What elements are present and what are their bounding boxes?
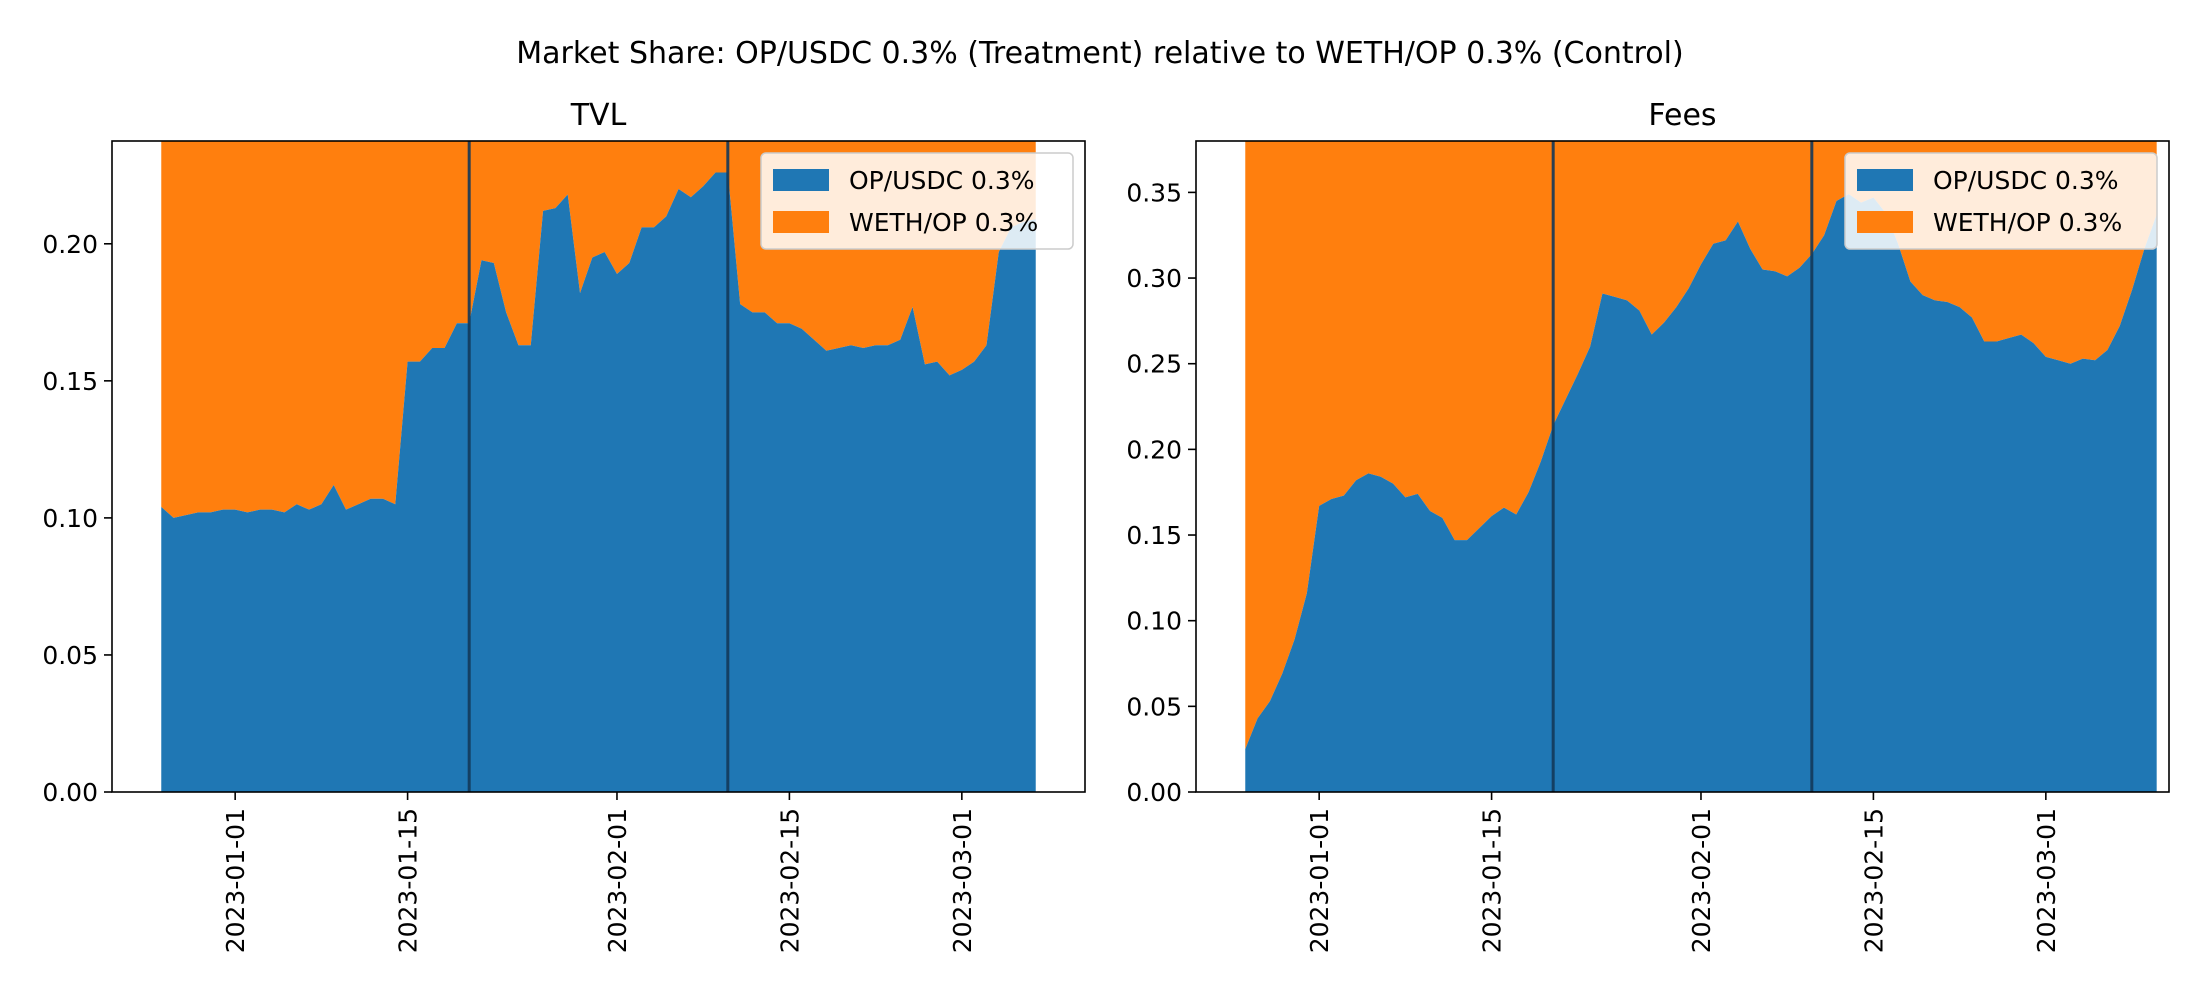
y-tick-label: 0.20 xyxy=(42,230,98,259)
x-tick-label: 2023-03-01 xyxy=(2032,808,2061,953)
legend-box xyxy=(760,152,1074,250)
y-tick-label: 0.35 xyxy=(1126,178,1182,207)
x-tick-label: 2023-01-01 xyxy=(221,808,250,953)
y-tick-label: 0.00 xyxy=(1126,778,1182,807)
op-usdc-area xyxy=(1245,194,2157,792)
legend-label: WETH/OP 0.3% xyxy=(849,208,1038,237)
figure-title: Market Share: OP/USDC 0.3% (Treatment) r… xyxy=(516,36,1683,71)
x-tick-label: 2023-02-01 xyxy=(603,808,632,953)
y-tick-label: 0.10 xyxy=(42,504,98,533)
y-tick-label: 0.15 xyxy=(1126,521,1182,550)
x-tick-label: 2023-01-15 xyxy=(394,808,423,953)
y-tick-label: 0.05 xyxy=(1126,692,1182,721)
panel-title: Fees xyxy=(1648,98,1716,133)
fees-panel: Fees 0.00 0.05 0.10 0.15 0.20 0.25 0.30 0.35 2023… xyxy=(1126,98,2170,953)
legend: OP/USDC 0.3% WETH/OP 0.3% xyxy=(1844,152,2158,250)
legend-box xyxy=(1844,152,2158,250)
y-tick-label: 0.05 xyxy=(42,641,98,670)
legend-label: WETH/OP 0.3% xyxy=(1933,208,2122,237)
legend-label: OP/USDC 0.3% xyxy=(1933,166,2119,195)
legend-swatch xyxy=(773,169,829,191)
x-tick-label: 2023-03-01 xyxy=(948,808,977,953)
op-usdc-area xyxy=(161,172,1036,793)
legend-swatch xyxy=(773,211,829,233)
legend-swatch xyxy=(1857,169,1913,191)
axes-frame xyxy=(1195,140,2170,793)
legend-label: OP/USDC 0.3% xyxy=(849,166,1035,195)
x-tick-label: 2023-01-01 xyxy=(1305,808,1334,953)
legend: OP/USDC 0.3% WETH/OP 0.3% xyxy=(760,152,1074,250)
y-tick-label: 0.00 xyxy=(42,778,98,807)
weth-op-area xyxy=(1245,141,2157,750)
y-tick-label: 0.15 xyxy=(42,367,98,396)
x-tick-label: 2023-01-15 xyxy=(1478,808,1507,953)
y-tick-label: 0.30 xyxy=(1126,264,1182,293)
axes-frame xyxy=(111,140,1086,793)
panel-title: TVL xyxy=(570,98,627,133)
legend-swatch xyxy=(1857,211,1913,233)
y-tick-label: 0.20 xyxy=(1126,435,1182,464)
y-tick-label: 0.10 xyxy=(1126,607,1182,636)
tvl-panel: TVL 0.00 0.05 0.10 0.15 0.20 2023-01-01 2023-01… xyxy=(42,98,1086,953)
x-tick-label: 2023-02-15 xyxy=(775,808,804,953)
x-tick-label: 2023-02-01 xyxy=(1687,808,1716,953)
x-tick-label: 2023-02-15 xyxy=(1859,808,1888,953)
y-tick-label: 0.25 xyxy=(1126,350,1182,379)
